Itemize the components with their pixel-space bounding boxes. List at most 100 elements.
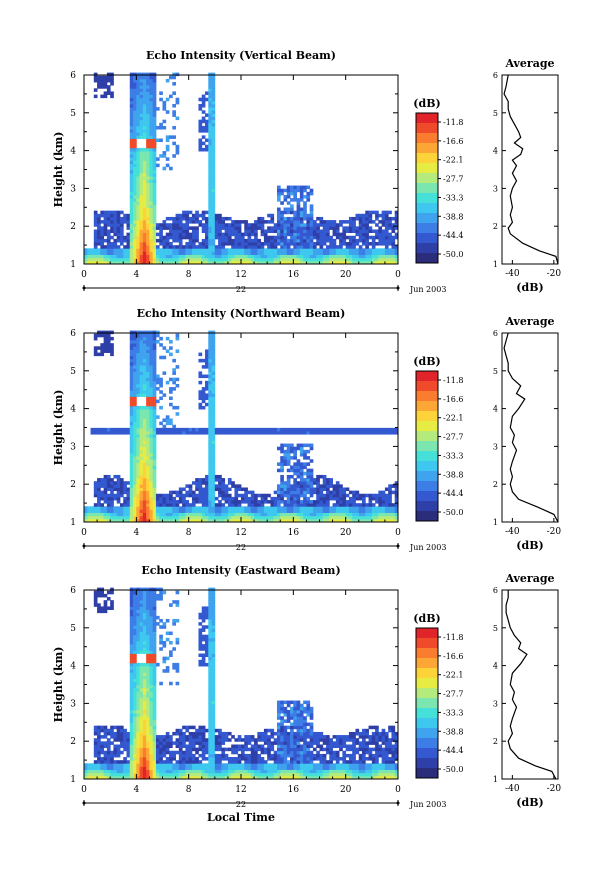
heatmap-cell	[133, 704, 137, 708]
heatmap-cell	[143, 462, 147, 466]
heatmap-cell	[159, 126, 163, 130]
heatmap-cell	[133, 123, 137, 127]
heatmap-cell	[306, 258, 310, 262]
heatmap-cell	[355, 428, 359, 432]
heatmap-cell	[120, 751, 124, 755]
heatmap-cell	[163, 669, 167, 673]
heatmap-cell	[212, 85, 216, 89]
heatmap-cell	[225, 239, 229, 243]
heatmap-cell	[303, 208, 307, 212]
heatmap-cell	[248, 500, 252, 504]
heatmap-cell	[107, 242, 111, 246]
heatmap-cell	[303, 229, 307, 233]
heatmap-cell	[140, 638, 144, 642]
heatmap-cell	[143, 415, 147, 419]
heatmap-cell	[355, 509, 359, 513]
heatmap-cell	[87, 766, 91, 770]
heatmap-cell	[306, 431, 310, 435]
heatmap-cell	[205, 403, 209, 407]
heatmap-cell	[169, 251, 173, 255]
heatmap-cell	[212, 456, 216, 460]
heatmap-cell	[104, 229, 108, 233]
heatmap-cell	[136, 459, 140, 463]
heatmap-cell	[378, 220, 382, 224]
heatmap-cell	[369, 220, 373, 224]
heatmap-cell	[143, 418, 147, 422]
heatmap-cell	[320, 217, 324, 221]
heatmap-cell	[195, 509, 199, 513]
heatmap-cell	[140, 239, 144, 243]
heatmap-cell	[388, 513, 392, 517]
heatmap-cell	[110, 760, 114, 764]
heatmap-cell	[143, 176, 147, 180]
heatmap-cell	[306, 428, 310, 432]
heatmap-cell	[284, 431, 288, 435]
heatmap-cell	[143, 713, 147, 717]
heatmap-cell	[212, 481, 216, 485]
heatmap-cell	[100, 236, 104, 240]
heatmap-cell	[149, 644, 153, 648]
heatmap-cell	[274, 251, 278, 255]
heatmap-cell	[176, 682, 180, 686]
heatmap-cell	[123, 729, 127, 733]
heatmap-cell	[117, 220, 121, 224]
y-tick-label: 3	[70, 442, 76, 452]
heatmap-cell	[326, 239, 330, 243]
heatmap-cell	[310, 478, 314, 482]
heatmap-cell	[153, 666, 157, 670]
heatmap-cell	[333, 503, 337, 507]
heatmap-cell	[110, 82, 114, 86]
heatmap-cell	[182, 258, 186, 262]
heatmap-cell	[212, 459, 216, 463]
heatmap-cell	[97, 588, 101, 592]
heatmap-cell	[241, 516, 245, 520]
heatmap-cell	[320, 236, 324, 240]
heatmap-cell	[326, 494, 330, 498]
heatmap-cell	[388, 497, 392, 501]
heatmap-cell	[136, 425, 140, 429]
heatmap-cell	[143, 487, 147, 491]
heatmap-cell	[202, 359, 206, 363]
heatmap-cell	[149, 672, 153, 676]
heatmap-cell	[143, 91, 147, 95]
panel-northward: Echo Intensity (Northward Beam)123456Hei…	[52, 307, 561, 552]
heatmap-cell	[143, 170, 147, 174]
heatmap-cell	[323, 500, 327, 504]
heatmap-cell	[136, 506, 140, 510]
heatmap-cell	[159, 356, 163, 360]
heatmap-cell	[182, 223, 186, 227]
heatmap-cell	[172, 497, 176, 501]
heatmap-cell	[391, 431, 395, 435]
heatmap-cells	[84, 73, 398, 265]
heatmap-cell	[110, 513, 114, 517]
heatmap-cell	[153, 503, 157, 507]
heatmap-cell	[287, 229, 291, 233]
heatmap-cell	[277, 506, 281, 510]
heatmap-cell	[100, 343, 104, 347]
heatmap-cell	[143, 107, 147, 111]
heatmap-cell	[198, 497, 202, 501]
heatmap-cell	[221, 233, 225, 237]
heatmap-cell	[365, 506, 369, 510]
heatmap-cell	[297, 255, 301, 259]
heatmap-cell	[218, 226, 222, 230]
heatmap-cell	[140, 666, 144, 670]
heatmap-cell	[277, 214, 281, 218]
heatmap-cell	[375, 431, 379, 435]
heatmap-cell	[320, 503, 324, 507]
colorbar-label: -16.6	[443, 395, 464, 404]
heatmap-cell	[192, 258, 196, 262]
heatmap-cell	[146, 142, 150, 146]
heatmap-cell	[149, 606, 153, 610]
heatmap-cell	[143, 167, 147, 171]
heatmap-cell	[113, 748, 117, 752]
heatmap-cell	[372, 428, 376, 432]
heatmap-cell	[316, 217, 320, 221]
heatmap-cell	[149, 132, 153, 136]
heatmap-cell	[130, 732, 134, 736]
heatmap-cell	[146, 466, 150, 470]
heatmap-cell	[375, 506, 379, 510]
heatmap-cell	[221, 478, 225, 482]
heatmap-cell	[313, 248, 317, 252]
heatmap-cell	[293, 236, 297, 240]
